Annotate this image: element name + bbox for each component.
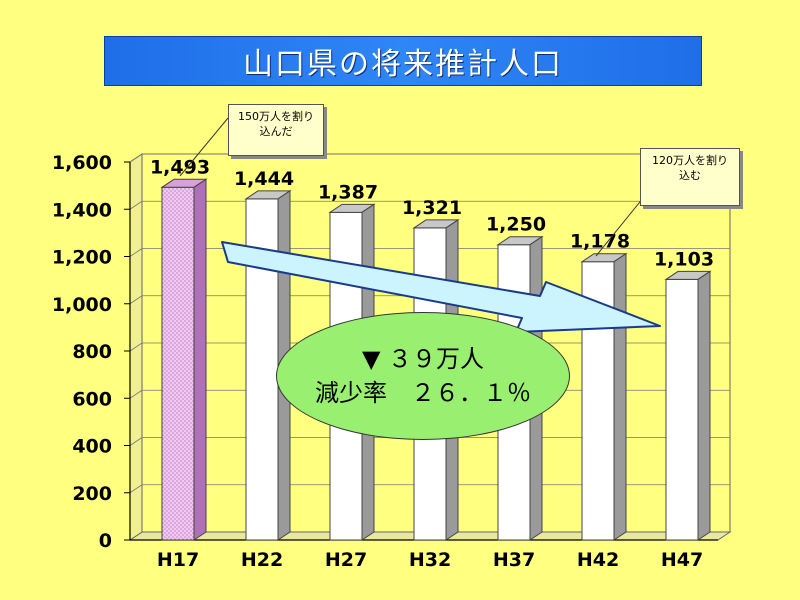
gridline-side xyxy=(129,200,143,210)
callout-line: 150万人を割り xyxy=(238,110,314,123)
x-tick-label: H27 xyxy=(325,549,367,571)
y-tick-label: 0 xyxy=(99,530,112,552)
data-label: 1,321 xyxy=(402,197,462,219)
data-label: 1,387 xyxy=(318,181,378,203)
bar-front xyxy=(161,186,195,541)
x-tick-label: H47 xyxy=(661,549,703,571)
gridline-side xyxy=(129,437,143,446)
bar-side xyxy=(613,252,627,541)
summary-ellipse: ▼ ３９万人 減少率 ２６．１％ xyxy=(276,312,570,440)
gridline-side xyxy=(129,342,143,352)
bar-h17 xyxy=(160,178,208,541)
y-tick-label: 600 xyxy=(72,388,112,410)
callout-line: 込んだ xyxy=(259,125,293,138)
decline-arrow xyxy=(221,241,661,333)
summary-rate: 減少率 ２６．１％ xyxy=(315,379,531,407)
y-tick-label: 1,000 xyxy=(52,294,112,316)
x-tick-label: H32 xyxy=(409,549,451,571)
bar-front xyxy=(665,278,699,541)
y-tick-label: 400 xyxy=(72,436,112,458)
y-tick-label: 800 xyxy=(72,341,112,363)
callout-line: 120万人を割り xyxy=(652,154,728,167)
callout-below-150: 150万人を割り 込んだ xyxy=(228,104,324,156)
callout-below-120: 120万人を割り 込む xyxy=(640,148,740,206)
data-label: 1,493 xyxy=(150,156,210,178)
data-label: 1,103 xyxy=(654,248,714,270)
callout-pointer-bottom xyxy=(595,191,649,257)
bar-h42 xyxy=(580,252,628,541)
data-label: 1,250 xyxy=(486,214,546,236)
gridline-side xyxy=(129,484,143,494)
x-tick-label: H37 xyxy=(493,549,535,571)
callout-pointer-top xyxy=(179,117,229,177)
y-tick-label: 1,600 xyxy=(52,152,112,174)
y-tick-label: 1,200 xyxy=(52,247,112,269)
x-tick-label: H42 xyxy=(577,549,619,571)
gridline-side xyxy=(129,153,143,163)
chart-title: 山口県の将来推計人口 xyxy=(104,36,702,86)
gridline-side xyxy=(129,389,143,399)
y-tick-label: 1,400 xyxy=(52,199,112,221)
callout-line: 込む xyxy=(679,169,701,182)
gridline-side xyxy=(129,295,143,305)
gridline-side xyxy=(129,248,143,257)
y-tick-label: 200 xyxy=(72,483,112,505)
x-tick-label: H17 xyxy=(157,549,199,571)
summary-decrease: ▼ ３９万人 xyxy=(361,345,485,373)
bar-side xyxy=(193,178,207,541)
x-tick-label: H22 xyxy=(241,549,283,571)
bar-h47 xyxy=(664,270,712,541)
data-label: 1,178 xyxy=(570,231,630,253)
data-label: 1,444 xyxy=(234,168,294,190)
bar-side xyxy=(697,270,711,541)
